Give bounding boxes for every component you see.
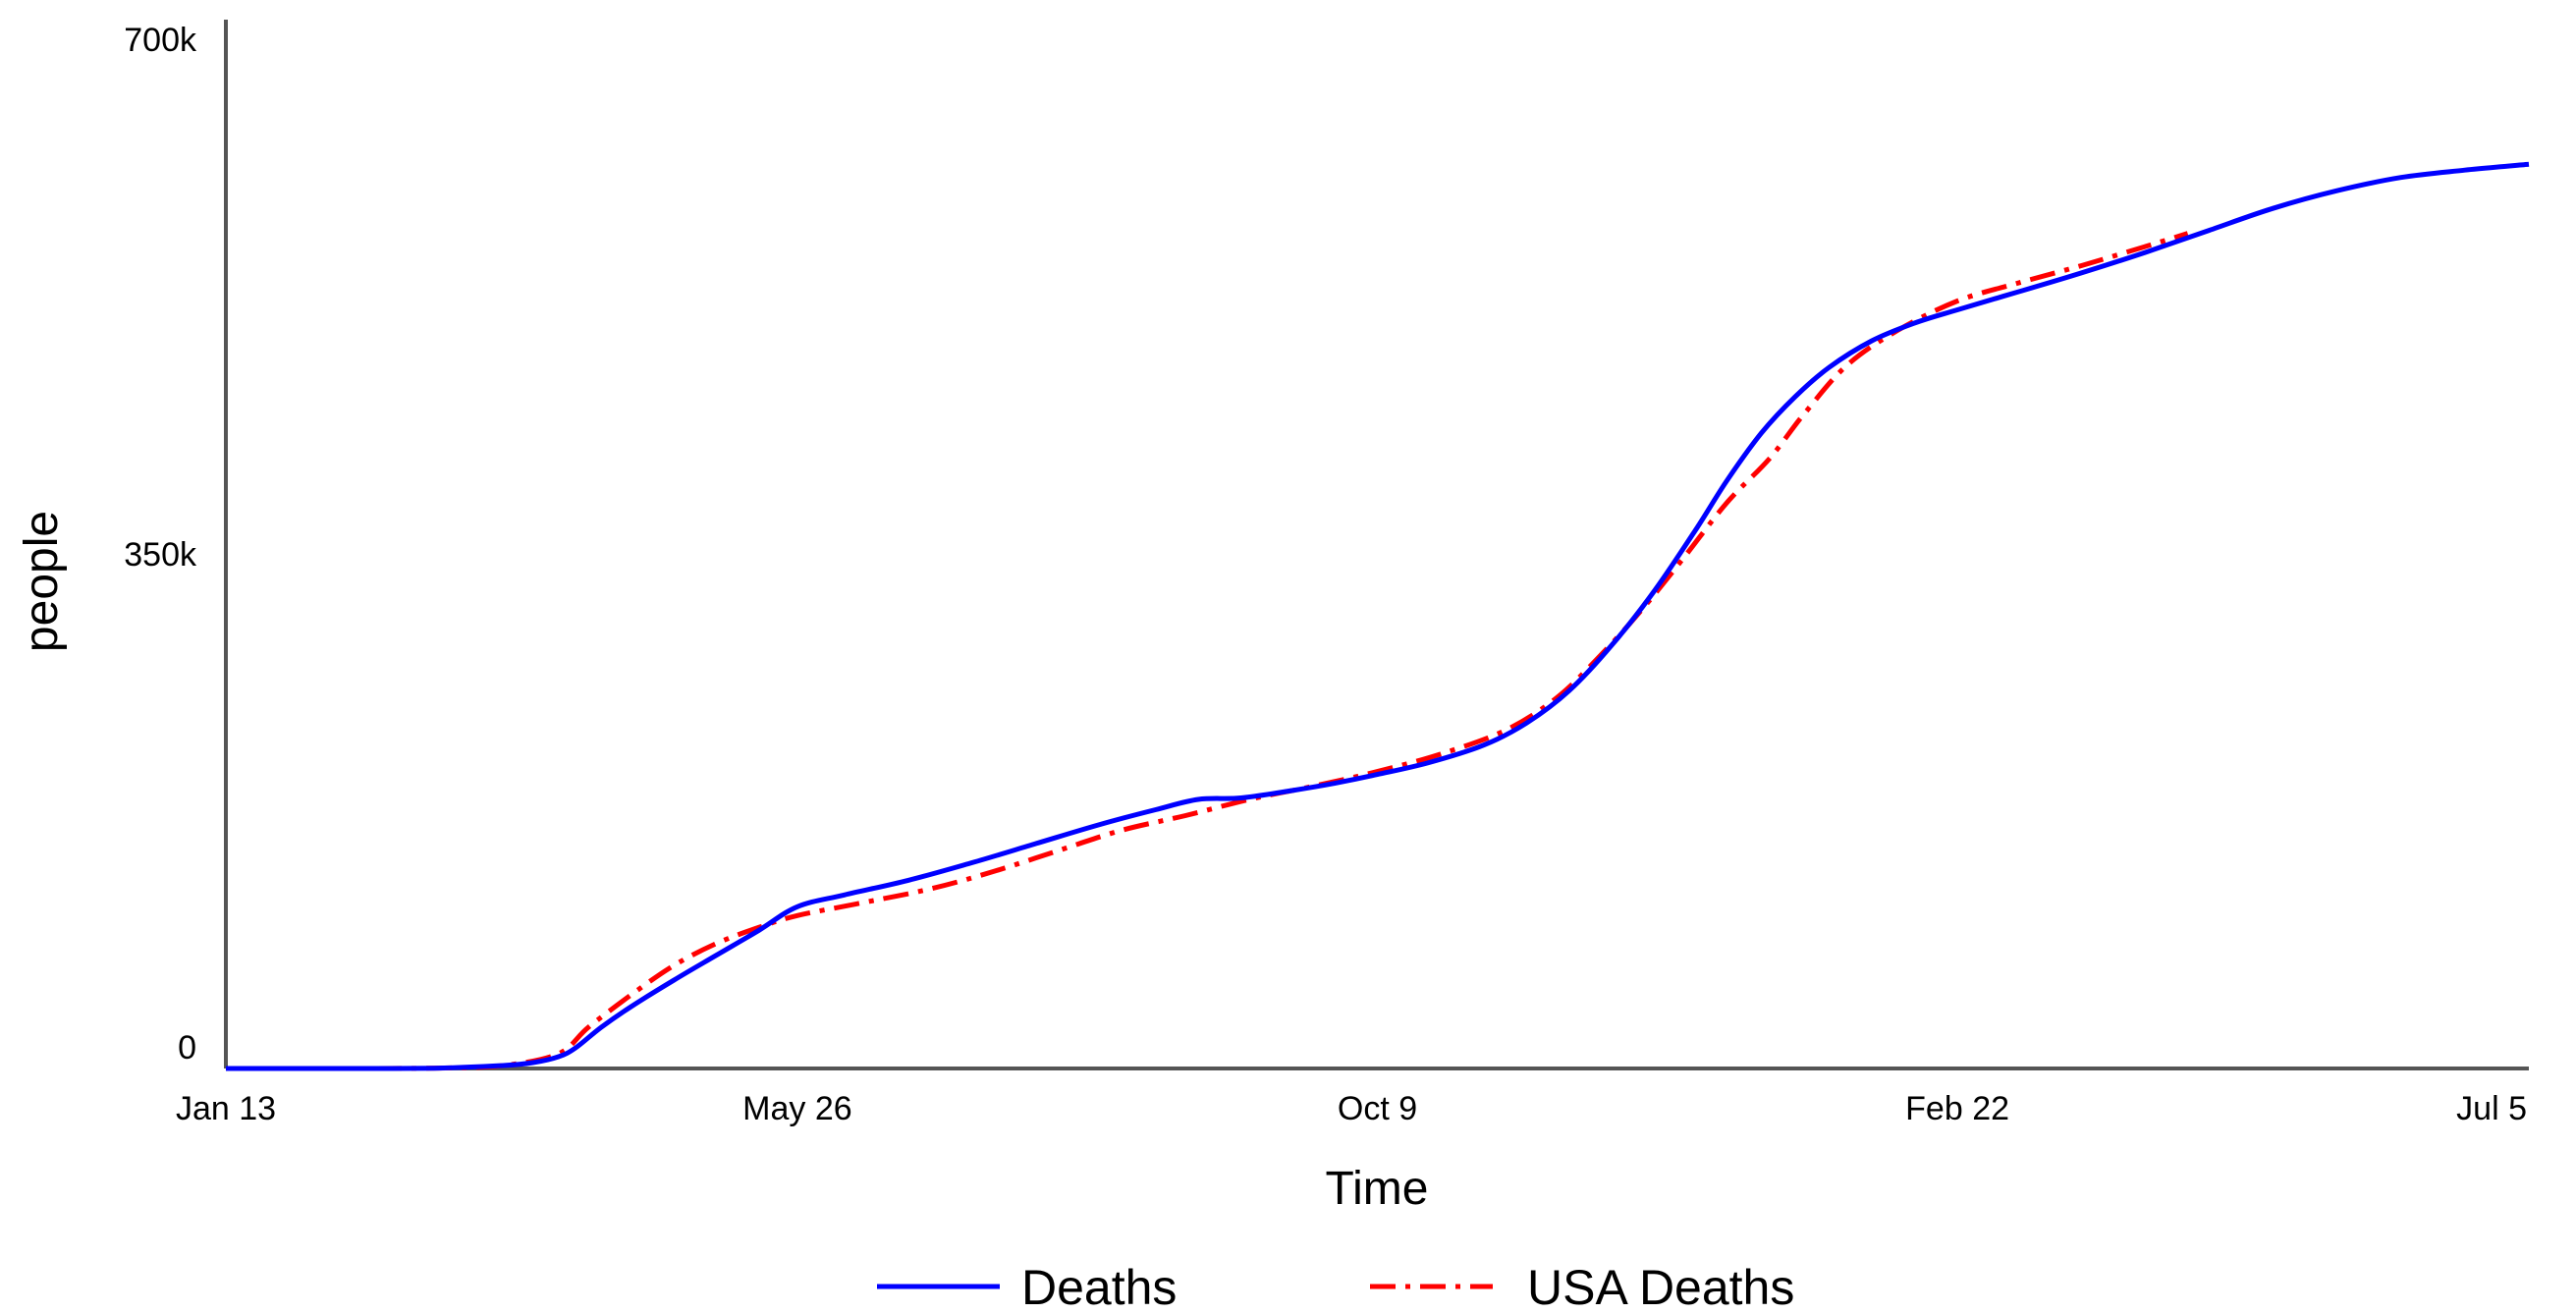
y-tick-label: 700k xyxy=(124,22,197,59)
x-axis-title: Time xyxy=(1326,1163,1429,1215)
legend: Deaths USA Deaths xyxy=(877,1260,1794,1314)
x-tick-label: Jul 5 xyxy=(2456,1090,2527,1127)
y-tick-labels: 0 350k 700k xyxy=(124,22,197,1067)
x-tick-label: Jan 13 xyxy=(176,1090,276,1127)
y-tick-label: 350k xyxy=(124,536,197,574)
y-axis-title: people xyxy=(16,511,68,652)
legend-label-deaths: Deaths xyxy=(1021,1260,1177,1314)
series-line-usa-deaths xyxy=(225,231,2189,1071)
x-tick-label: Feb 22 xyxy=(1905,1090,2009,1127)
y-tick-label: 0 xyxy=(178,1029,196,1067)
x-tick-label: May 26 xyxy=(742,1090,852,1127)
series-layer xyxy=(225,161,2530,1071)
x-tick-label: Oct 9 xyxy=(1338,1090,1417,1127)
legend-label-usa-deaths: USA Deaths xyxy=(1527,1260,1794,1314)
x-tick-labels: Jan 13 May 26 Oct 9 Feb 22 Jul 5 xyxy=(176,1090,2527,1127)
series-line-deaths xyxy=(225,161,2530,1071)
